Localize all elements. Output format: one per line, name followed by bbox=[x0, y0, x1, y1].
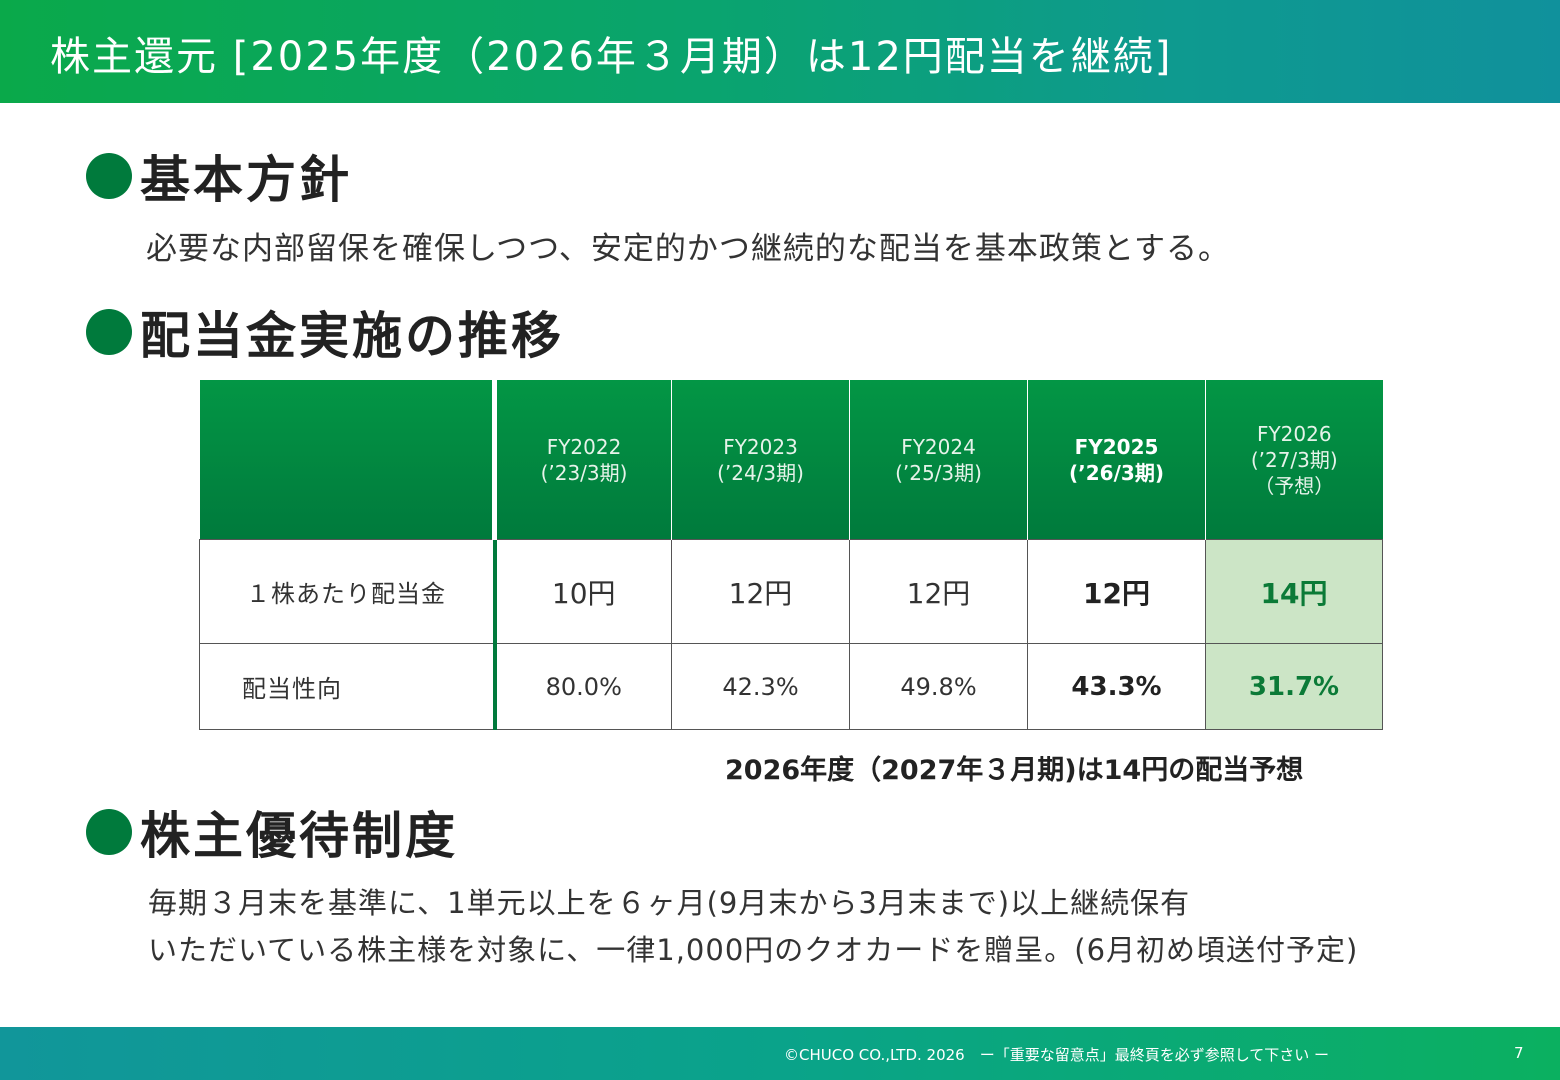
table-cell-current: 43.3% bbox=[1027, 643, 1206, 730]
section-heading: 配当金実施の推移 bbox=[140, 307, 564, 365]
fiscal-year: FY2023 bbox=[723, 434, 798, 459]
section-dividend-history: 配当金実施の推移 bbox=[86, 302, 564, 365]
fiscal-period: (’26/3期) bbox=[1069, 460, 1164, 485]
bullet-icon bbox=[86, 809, 132, 855]
benefits-text-line1: 毎期３月末を基準に、1単元以上を６ヶ月(9月末から3月末まで)以上継続保有 bbox=[148, 886, 1191, 920]
dividend-table: FY2022 (’23/3期) FY2023 (’24/3期) FY2024 (… bbox=[199, 380, 1383, 730]
page-number: 7 bbox=[1514, 1044, 1524, 1062]
fiscal-year: FY2025 bbox=[1074, 434, 1159, 459]
section-heading: 基本方針 bbox=[140, 151, 352, 209]
table-cell-forecast: 14円 bbox=[1205, 539, 1383, 644]
table-row-payout-ratio: 配当性向 80.0% 42.3% 49.8% 43.3% 31.7% bbox=[199, 643, 1383, 730]
table-cell: 80.0% bbox=[494, 643, 672, 730]
section-basic-policy: 基本方針 bbox=[86, 146, 352, 209]
bullet-icon bbox=[86, 153, 132, 199]
column-header: FY2024 (’25/3期) bbox=[849, 380, 1028, 540]
table-corner-cell bbox=[199, 380, 497, 540]
benefits-text-line2: いただいている株主様を対象に、一律1,000円のクオカードを贈呈。(6月初め頃送… bbox=[148, 933, 1359, 967]
fiscal-period: (’27/3期) bbox=[1250, 447, 1338, 472]
policy-text: 必要な内部留保を確保しつつ、安定的かつ継続的な配当を基本政策とする。 bbox=[146, 231, 1230, 267]
page-title: 株主還元 [2025年度（2026年３月期）は12円配当を継続] bbox=[50, 34, 1173, 80]
forecast-note: 2026年度（2027年３月期)は14円の配当予想 bbox=[725, 755, 1304, 786]
row-label: 配当性向 bbox=[199, 643, 497, 730]
table-cell: 12円 bbox=[849, 539, 1028, 644]
table-cell: 12円 bbox=[671, 539, 850, 644]
table-cell: 10円 bbox=[494, 539, 672, 644]
header-banner: 株主還元 [2025年度（2026年３月期）は12円配当を継続] bbox=[0, 0, 1560, 103]
footer-bar: ©CHUCO CO.,LTD. 2026 ー「重要な留意点」最終頁を必ず参照して… bbox=[0, 1027, 1560, 1080]
bullet-icon bbox=[86, 309, 132, 355]
fiscal-period: (’23/3期) bbox=[540, 460, 628, 485]
column-header: FY2022 (’23/3期) bbox=[494, 380, 672, 540]
table-cell: 49.8% bbox=[849, 643, 1028, 730]
fiscal-period: (’24/3期) bbox=[717, 460, 804, 485]
copyright-text: ©CHUCO CO.,LTD. 2026 ー「重要な留意点」最終頁を必ず参照して… bbox=[784, 1046, 1330, 1064]
column-header-forecast: FY2026 (’27/3期) （予想） bbox=[1205, 380, 1383, 540]
forecast-label: （予想） bbox=[1254, 473, 1335, 498]
row-label: １株あたり配当金 bbox=[199, 539, 497, 644]
fiscal-year: FY2026 bbox=[1256, 421, 1332, 446]
table-cell: 42.3% bbox=[671, 643, 850, 730]
column-header-current: FY2025 (’26/3期) bbox=[1027, 380, 1206, 540]
fiscal-period: (’25/3期) bbox=[895, 460, 982, 485]
section-heading: 株主優待制度 bbox=[140, 807, 458, 865]
column-header: FY2023 (’24/3期) bbox=[671, 380, 850, 540]
table-cell-current: 12円 bbox=[1027, 539, 1206, 644]
fiscal-year: FY2022 bbox=[546, 434, 622, 459]
section-shareholder-benefits: 株主優待制度 bbox=[86, 802, 458, 865]
fiscal-year: FY2024 bbox=[901, 434, 976, 459]
table-cell-forecast: 31.7% bbox=[1205, 643, 1383, 730]
table-row-dividend-per-share: １株あたり配当金 10円 12円 12円 12円 14円 bbox=[199, 539, 1383, 644]
table-header-row: FY2022 (’23/3期) FY2023 (’24/3期) FY2024 (… bbox=[199, 380, 1383, 540]
